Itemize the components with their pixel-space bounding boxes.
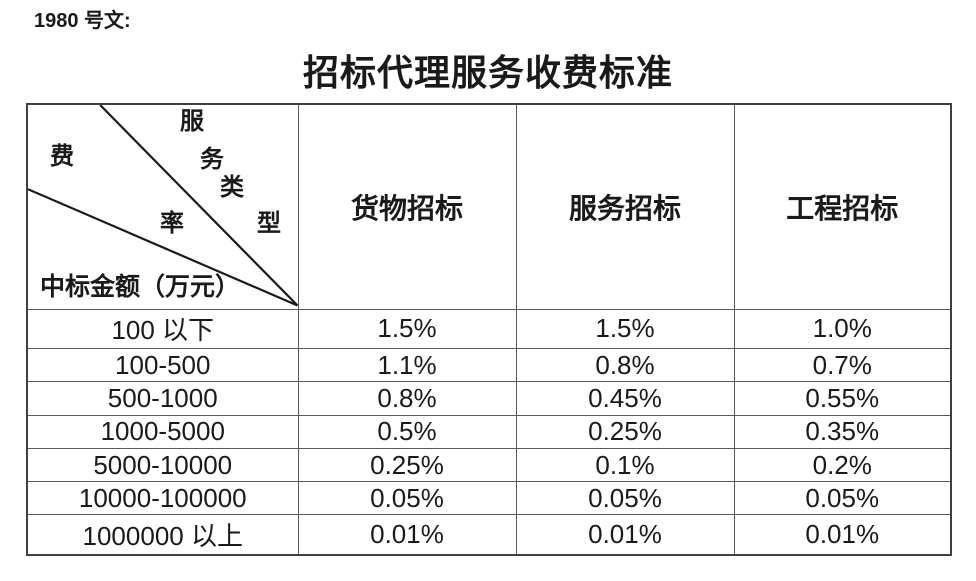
fee-rate-cell: 0.35% bbox=[733, 414, 952, 449]
fee-rate-cell: 0.55% bbox=[733, 381, 952, 416]
fee-rate-cell: 0.25% bbox=[515, 414, 735, 449]
service-type-char: 服 bbox=[180, 109, 204, 135]
diagonal-line-lower bbox=[28, 188, 297, 307]
column-header-goods: 货物招标 bbox=[297, 103, 517, 310]
fee-rate-cell: 0.05% bbox=[297, 481, 517, 516]
table-row: 5000-10000 0.25% 0.1% 0.2% bbox=[26, 447, 952, 483]
fee-rate-cell: 0.05% bbox=[733, 481, 952, 516]
table-row: 10000-100000 0.05% 0.05% 0.05% bbox=[26, 481, 952, 516]
fee-rate-cell: 0.01% bbox=[515, 514, 735, 556]
diagonal-lines-graphic bbox=[28, 105, 297, 307]
service-type-char: 类 bbox=[220, 175, 244, 201]
fee-rate-cell: 1.5% bbox=[515, 308, 735, 350]
service-type-char: 型 bbox=[257, 211, 281, 237]
fee-rate-cell: 0.5% bbox=[297, 414, 517, 449]
column-header-engineering: 工程招标 bbox=[733, 103, 952, 310]
table-header-row: 服 务 类 型 费 率 中标金额（万元） 货物招标 服务招标 工程招标 bbox=[26, 103, 952, 310]
table-row: 1000000 以上 0.01% 0.01% 0.01% bbox=[26, 514, 952, 556]
fee-rate-char: 率 bbox=[160, 211, 184, 237]
amount-range-cell: 1000-5000 bbox=[26, 414, 299, 449]
fee-rate-cell: 0.45% bbox=[515, 381, 735, 416]
table-row: 500-1000 0.8% 0.45% 0.55% bbox=[26, 381, 952, 416]
service-type-char: 务 bbox=[200, 147, 224, 173]
bid-amount-header-label: 中标金额（万元） bbox=[40, 274, 241, 301]
fee-rate-cell: 0.7% bbox=[733, 348, 952, 383]
diagonal-header-cell: 服 务 类 型 费 率 中标金额（万元） bbox=[26, 103, 299, 310]
fee-rate-cell: 1.0% bbox=[733, 308, 952, 350]
amount-range-cell: 100 以下 bbox=[26, 308, 299, 350]
amount-range-cell: 5000-10000 bbox=[26, 447, 299, 483]
fee-rate-cell: 1.1% bbox=[297, 348, 517, 383]
amount-range-cell: 500-1000 bbox=[26, 381, 299, 416]
page-title: 招标代理服务收费标准 bbox=[302, 53, 673, 93]
fee-rate-cell: 0.2% bbox=[733, 447, 952, 483]
table-row: 1000-5000 0.5% 0.25% 0.35% bbox=[26, 414, 952, 449]
table-row: 100 以下 1.5% 1.5% 1.0% bbox=[26, 308, 952, 350]
fee-rate-cell: 0.25% bbox=[297, 447, 517, 483]
amount-range-cell: 10000-100000 bbox=[26, 481, 299, 516]
amount-range-cell: 1000000 以上 bbox=[26, 514, 299, 556]
fee-rate-cell: 0.8% bbox=[515, 348, 735, 383]
diagonal-line-upper bbox=[99, 105, 297, 307]
table-row: 100-500 1.1% 0.8% 0.7% bbox=[26, 348, 952, 383]
fee-rate-cell: 0.1% bbox=[515, 447, 735, 483]
fee-rate-cell: 0.8% bbox=[297, 381, 517, 416]
fee-rate-cell: 0.01% bbox=[733, 514, 952, 556]
fee-standard-table: 服 务 类 型 费 率 中标金额（万元） 货物招标 服务招标 工程招标 100 … bbox=[26, 103, 952, 556]
document-number-label: 1980 号文: bbox=[34, 10, 131, 32]
fee-rate-cell: 0.01% bbox=[297, 514, 517, 556]
column-header-service: 服务招标 bbox=[515, 103, 735, 310]
fee-rate-cell: 0.05% bbox=[515, 481, 735, 516]
fee-rate-cell: 1.5% bbox=[297, 308, 517, 350]
amount-range-cell: 100-500 bbox=[26, 348, 299, 383]
fee-rate-char: 费 bbox=[50, 144, 74, 170]
